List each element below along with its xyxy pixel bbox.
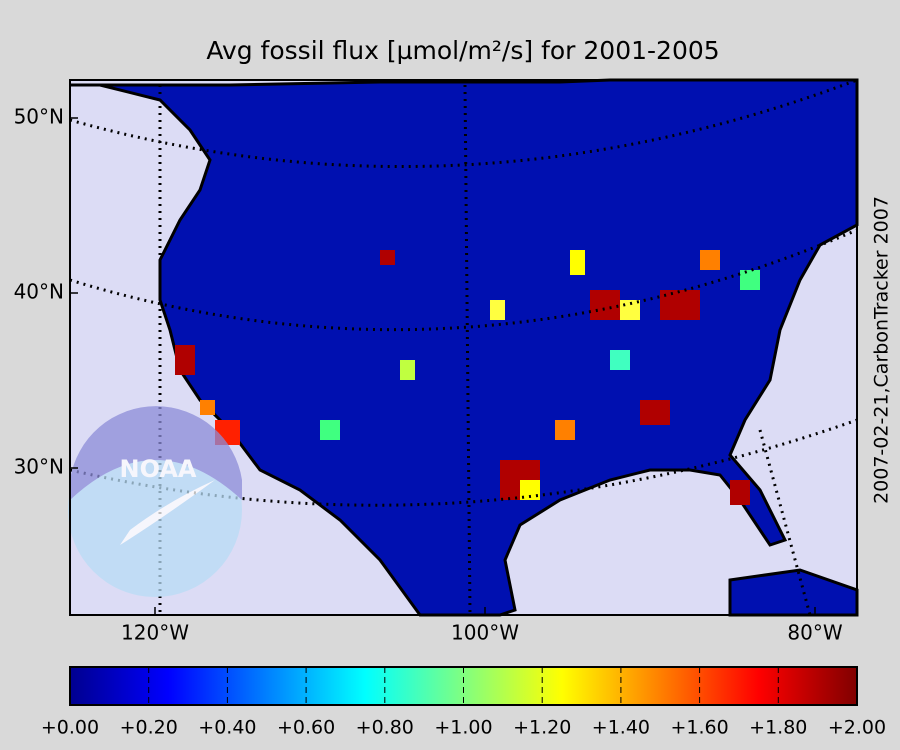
colorbar-label: +0.00	[41, 717, 99, 739]
colorbar-label: +1.80	[749, 717, 807, 739]
lon-label: 80°W	[787, 621, 842, 645]
colorbar-label: +0.40	[198, 717, 256, 739]
colorbar-label: +0.20	[120, 717, 178, 739]
colorbar-label: +1.00	[434, 717, 492, 739]
title: Avg fossil flux [µmol/m²/s] for 2001-200…	[206, 36, 719, 65]
lat-label: 30°N	[14, 455, 64, 479]
map-frame	[69, 79, 858, 616]
side-note: 2007-02-21,CarbonTracker 2007	[871, 196, 893, 504]
colorbar-label: +0.60	[277, 717, 335, 739]
lon-label: 120°W	[121, 621, 189, 645]
land	[70, 78, 859, 617]
hotspots	[175, 250, 760, 505]
lon-label: 100°W	[451, 621, 519, 645]
colorbar-label: +1.60	[670, 717, 728, 739]
colorbar-label: +2.00	[828, 717, 886, 739]
lat-label: 50°N	[14, 105, 64, 129]
lat-label: 40°N	[14, 280, 64, 304]
noaa-logo: NOAA	[68, 406, 242, 597]
map: NOAA	[68, 78, 859, 617]
colorbar-label: +1.20	[513, 717, 571, 739]
colorbar-label: +0.80	[356, 717, 414, 739]
colorbar-label: +1.40	[592, 717, 650, 739]
logo-text: NOAA	[120, 455, 197, 483]
